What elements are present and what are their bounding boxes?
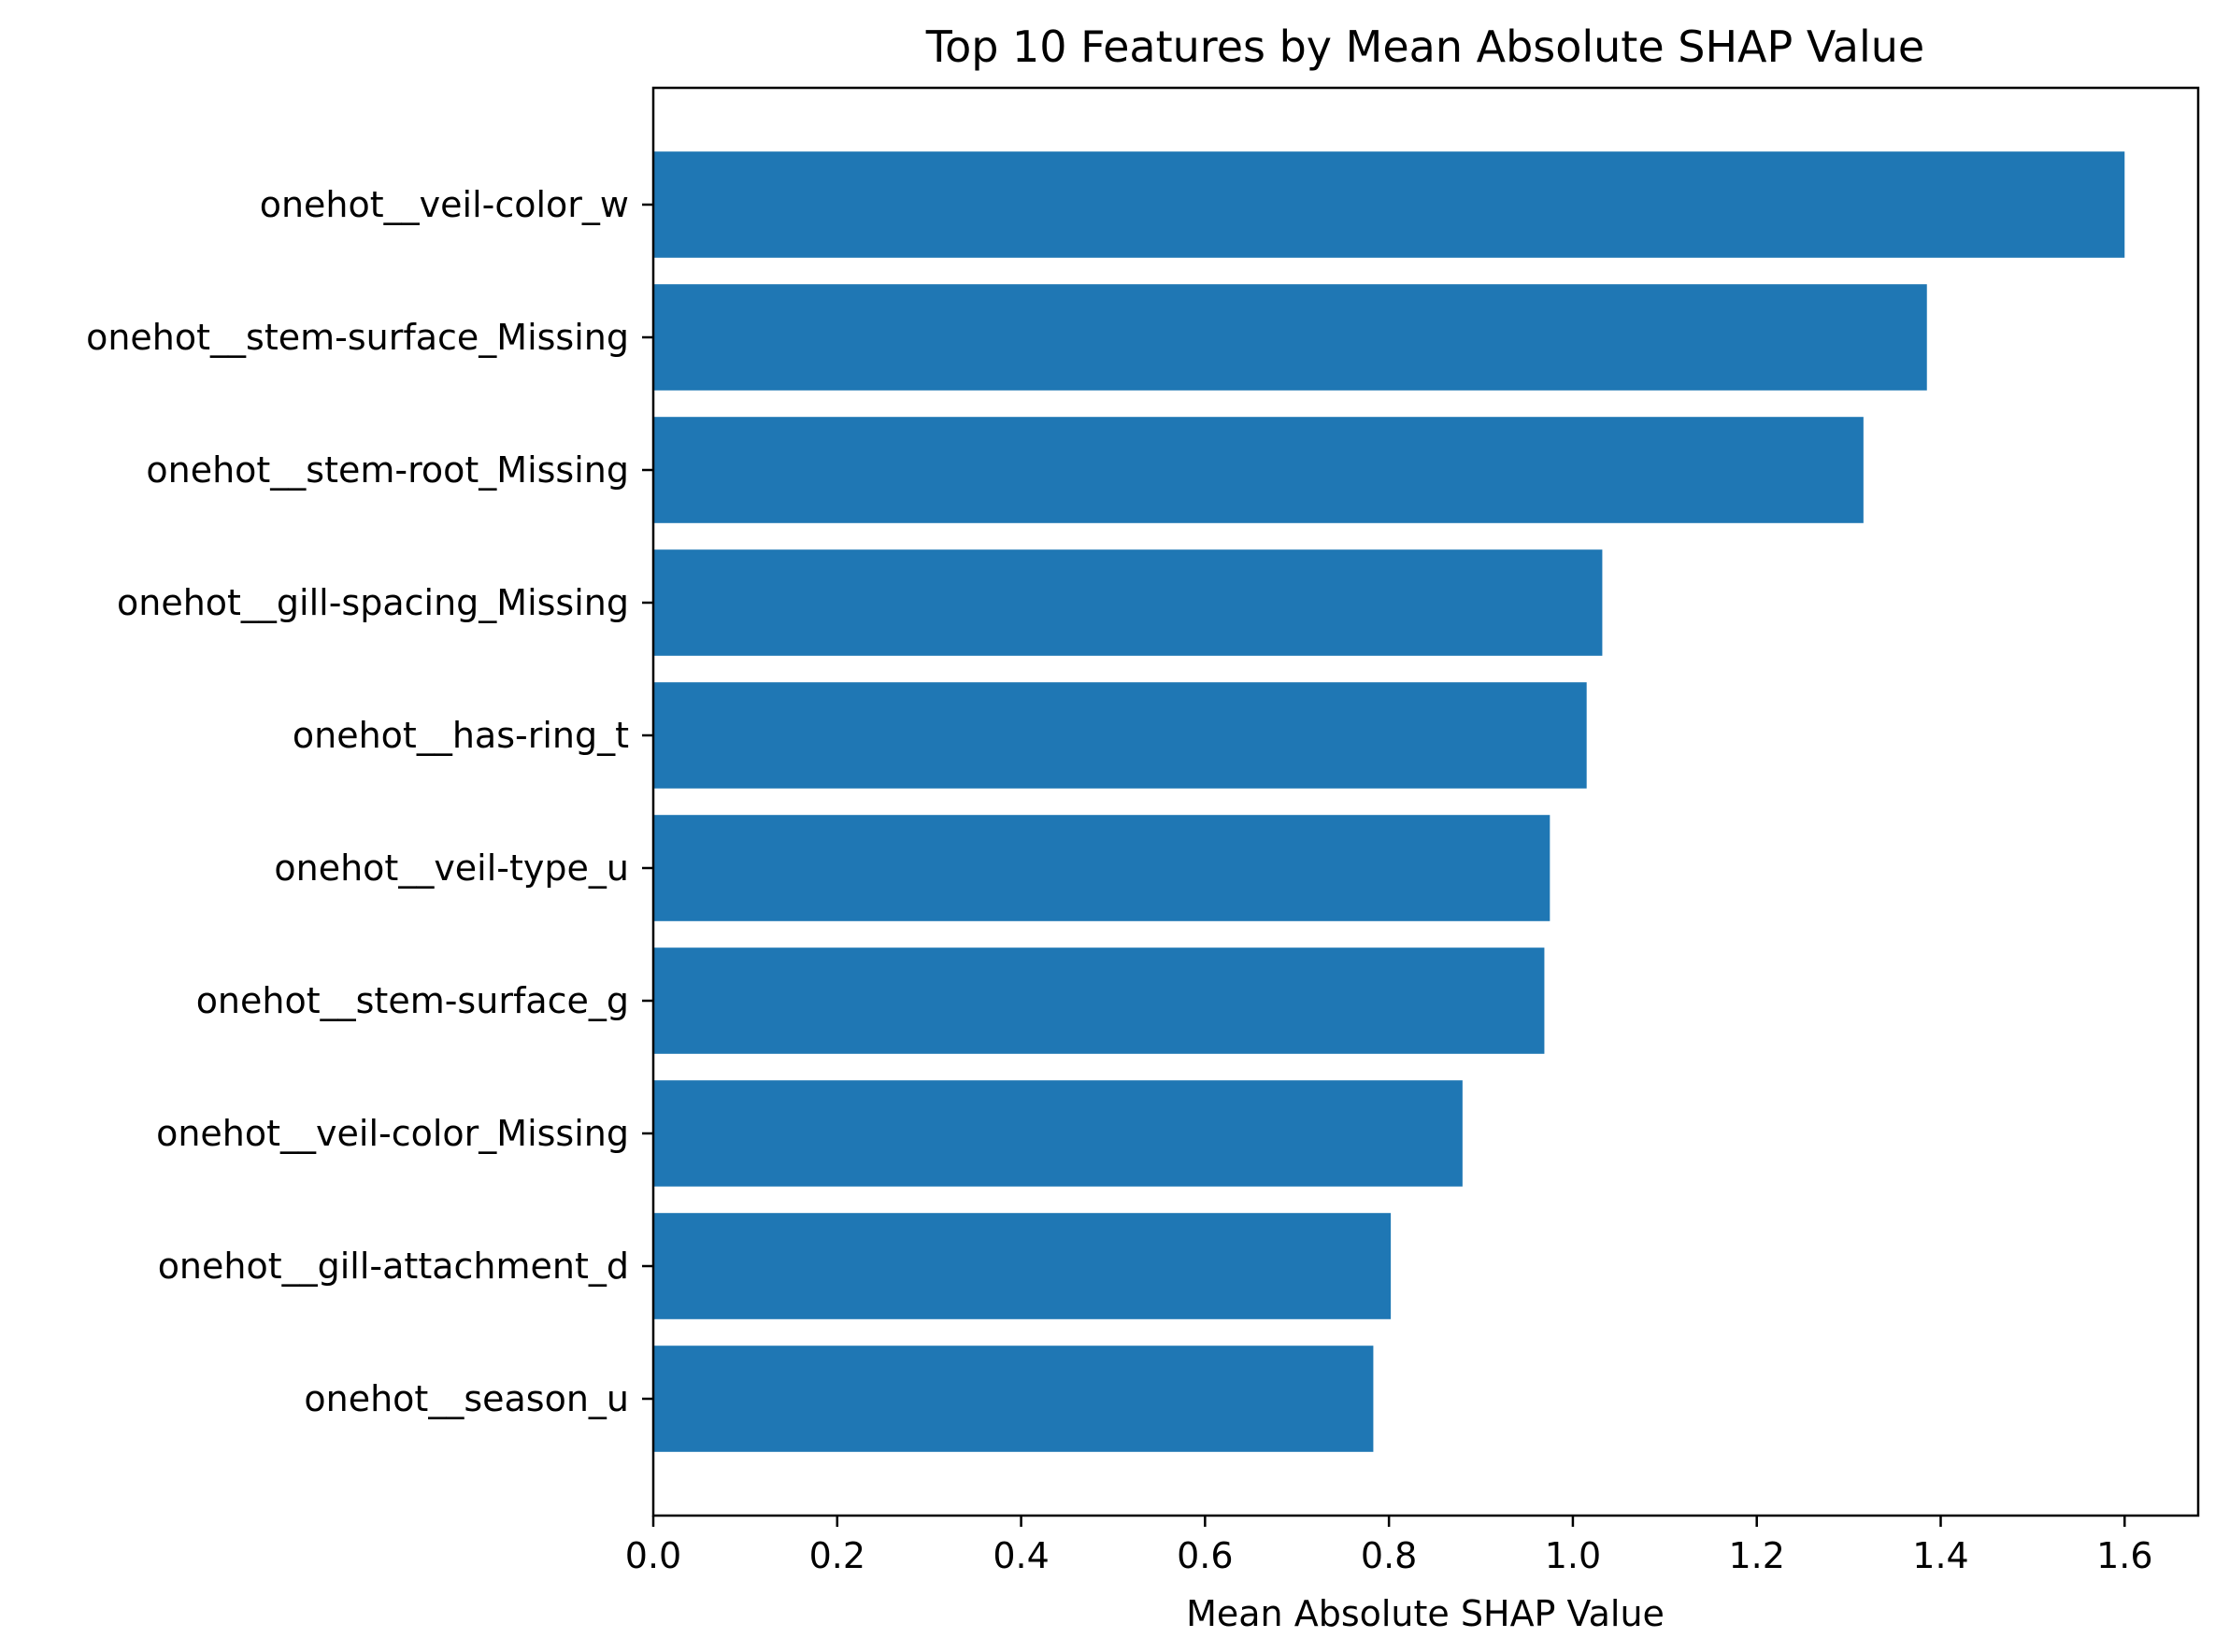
x-tick-label: 1.0 <box>1545 1535 1601 1576</box>
x-tick-label: 0.4 <box>993 1535 1049 1576</box>
x-tick-label: 1.2 <box>1728 1535 1784 1576</box>
y-tick-label: onehot__veil-type_u <box>274 847 629 889</box>
y-tick-label: onehot__stem-root_Missing <box>146 449 629 491</box>
plot-frame <box>651 86 2200 1517</box>
bar-onehot__stem-surface_Missing <box>653 284 1927 391</box>
x-tick-label: 0.6 <box>1177 1535 1233 1576</box>
x-axis-ticks: 0.0 0.2 0.4 0.6 0.8 1.0 1.2 1.4 1.6 <box>625 1516 2153 1576</box>
bar-onehot__stem-surface_g <box>653 947 1545 1054</box>
y-tick-label: onehot__gill-spacing_Missing <box>117 582 629 623</box>
bar-onehot__veil-color_Missing <box>653 1080 1463 1187</box>
x-tick-label: 0.0 <box>625 1535 681 1576</box>
x-tick-label: 0.8 <box>1361 1535 1417 1576</box>
bars <box>653 151 2125 1452</box>
bar-onehot__season_u <box>653 1346 1374 1452</box>
bar-onehot__has-ring_t <box>653 682 1587 789</box>
x-axis-label: Mean Absolute SHAP Value <box>1186 1593 1665 1634</box>
bar-onehot__veil-type_u <box>653 815 1550 921</box>
y-tick-label: onehot__season_u <box>304 1378 629 1419</box>
x-tick-label: 1.6 <box>2096 1535 2152 1576</box>
bar-onehot__gill-spacing_Missing <box>653 549 1603 656</box>
bar-onehot__gill-attachment_d <box>653 1213 1392 1319</box>
y-tick-label: onehot__stem-surface_Missing <box>86 317 629 358</box>
y-tick-label: onehot__veil-color_w <box>260 184 629 225</box>
x-tick-label: 1.4 <box>1912 1535 1968 1576</box>
y-tick-label: onehot__veil-color_Missing <box>156 1113 629 1154</box>
chart-title: Top 10 Features by Mean Absolute SHAP Va… <box>925 21 1924 72</box>
bar-onehot__stem-root_Missing <box>653 417 1864 523</box>
x-tick-label: 0.2 <box>809 1535 865 1576</box>
y-tick-label: onehot__has-ring_t <box>293 715 629 756</box>
bar-onehot__veil-color_w <box>653 151 2125 258</box>
y-tick-label: onehot__stem-surface_g <box>196 980 629 1021</box>
y-tick-label: onehot__gill-attachment_d <box>158 1246 629 1287</box>
y-axis-ticks: onehot__veil-color_w onehot__stem-surface… <box>86 184 653 1419</box>
